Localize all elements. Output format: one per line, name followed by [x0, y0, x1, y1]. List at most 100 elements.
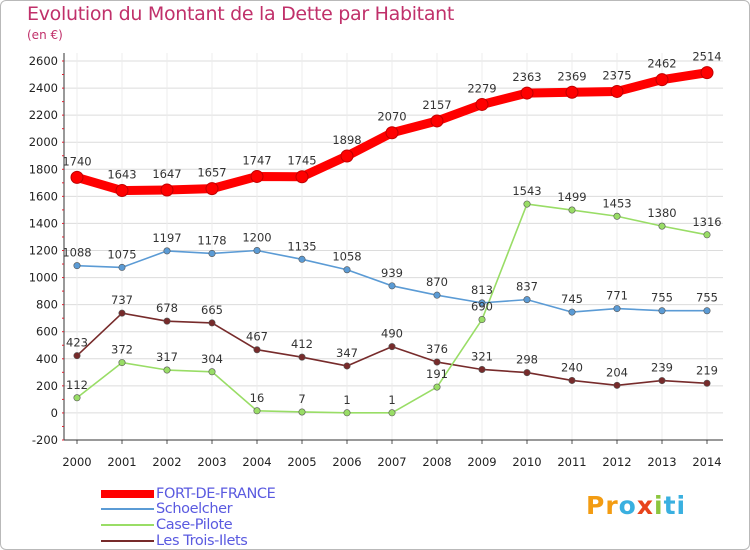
- data-point: [478, 365, 486, 373]
- x-tick-label: 2000: [62, 455, 91, 469]
- data-point: [343, 362, 351, 370]
- data-label: 376: [426, 342, 448, 356]
- data-point: [70, 170, 84, 184]
- data-label: 219: [696, 363, 718, 377]
- data-point: [433, 383, 441, 391]
- chart-subtitle: (en €): [27, 28, 63, 42]
- data-point: [523, 200, 531, 208]
- data-label: 1380: [647, 206, 676, 220]
- data-label: 1643: [107, 168, 136, 182]
- x-tick-label: 2002: [152, 455, 181, 469]
- data-label: 837: [516, 280, 538, 294]
- data-point: [388, 282, 396, 290]
- data-point: [298, 353, 306, 361]
- data-label: 467: [246, 330, 268, 344]
- data-point: [388, 409, 396, 417]
- data-label: 1316: [692, 215, 721, 229]
- logo-letters: o: [618, 491, 637, 520]
- data-label: 1058: [332, 250, 361, 264]
- data-point: [253, 346, 261, 354]
- data-point: [298, 255, 306, 263]
- y-tick-label: 400: [36, 352, 58, 366]
- data-label: 372: [111, 343, 133, 357]
- y-tick-label: 1800: [29, 162, 58, 176]
- data-point: [655, 73, 669, 87]
- logo-letters: ti: [663, 491, 687, 520]
- legend-label: Les Trois-Ilets: [156, 533, 248, 549]
- data-label: 204: [606, 365, 628, 379]
- data-point: [703, 379, 711, 387]
- data-label: 1135: [287, 239, 316, 253]
- y-tick-label: -200: [32, 433, 58, 447]
- x-tick-label: 2004: [242, 455, 271, 469]
- data-label: 737: [111, 293, 133, 307]
- data-label: 1745: [287, 154, 316, 168]
- data-label: 2157: [422, 98, 451, 112]
- data-label: 1657: [197, 166, 226, 180]
- data-label: 7: [298, 392, 305, 406]
- data-point: [478, 316, 486, 324]
- data-point: [520, 86, 534, 100]
- data-point: [700, 66, 714, 80]
- data-label: 1647: [152, 167, 181, 181]
- y-tick-label: 0: [51, 406, 58, 420]
- data-point: [73, 394, 81, 402]
- data-point: [295, 170, 309, 184]
- data-point: [433, 291, 441, 299]
- data-label: 2279: [467, 81, 496, 95]
- y-tick-label: 2600: [29, 54, 58, 68]
- data-label: 16: [250, 391, 265, 405]
- data-point: [658, 377, 666, 385]
- data-label: 1: [343, 393, 350, 407]
- data-label: 112: [66, 378, 88, 392]
- data-label: 490: [381, 327, 403, 341]
- data-label: 1197: [152, 231, 181, 245]
- x-tick-label: 2010: [512, 455, 541, 469]
- data-point: [433, 358, 441, 366]
- data-point: [385, 126, 399, 140]
- data-label: 2514: [692, 50, 721, 64]
- logo-letters: i: [653, 491, 664, 520]
- data-point: [568, 376, 576, 384]
- proxiti-logo: Proxiti: [586, 491, 686, 520]
- legend-item: Case-Pilote: [101, 517, 233, 533]
- data-point: [253, 407, 261, 415]
- data-point: [343, 409, 351, 417]
- data-label: 298: [516, 353, 538, 367]
- data-label: 678: [156, 301, 178, 315]
- legend-item: Schoelcher: [101, 501, 233, 517]
- data-label: 755: [696, 291, 718, 305]
- data-label: 1543: [512, 184, 541, 198]
- data-label: 1178: [197, 233, 226, 247]
- data-point: [163, 247, 171, 255]
- data-point: [208, 249, 216, 257]
- data-point: [703, 307, 711, 315]
- y-tick-label: 1200: [29, 244, 58, 258]
- x-tick-label: 2011: [557, 455, 586, 469]
- data-label: 665: [201, 303, 223, 317]
- data-point: [253, 247, 261, 255]
- x-tick-label: 2014: [692, 455, 721, 469]
- data-label: 1: [388, 393, 395, 407]
- data-point: [478, 299, 486, 307]
- data-label: 2375: [602, 68, 631, 82]
- y-tick-label: 1600: [29, 189, 58, 203]
- data-point: [340, 149, 354, 163]
- y-tick-label: 800: [36, 298, 58, 312]
- y-tick-label: 200: [36, 379, 58, 393]
- x-tick-label: 2012: [602, 455, 631, 469]
- legend-label: Case-Pilote: [156, 517, 233, 533]
- x-tick-label: 2007: [377, 455, 406, 469]
- x-tick-label: 2003: [197, 455, 226, 469]
- data-point: [205, 182, 219, 196]
- x-tick-label: 2009: [467, 455, 496, 469]
- data-label: 690: [471, 300, 493, 314]
- x-tick-label: 2013: [647, 455, 676, 469]
- y-tick-label: 600: [36, 325, 58, 339]
- data-label: 1088: [62, 246, 91, 260]
- data-label: 813: [471, 283, 493, 297]
- data-label: 317: [156, 350, 178, 364]
- data-label: 240: [561, 360, 583, 374]
- legend-label: Schoelcher: [156, 501, 233, 517]
